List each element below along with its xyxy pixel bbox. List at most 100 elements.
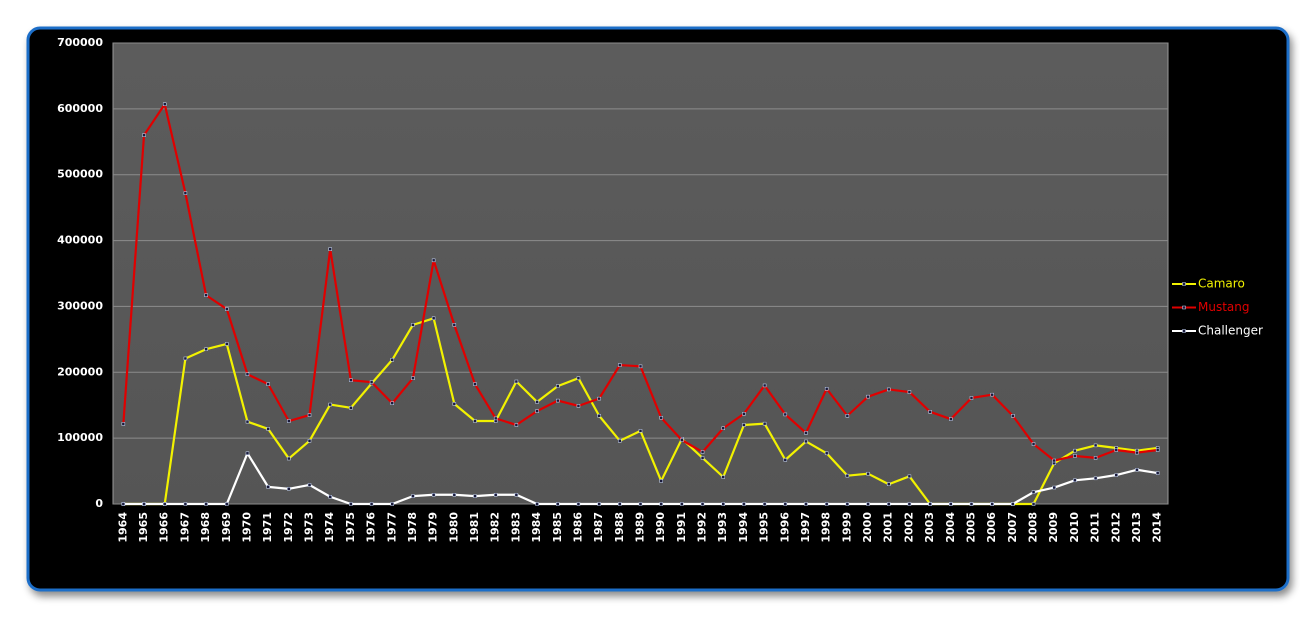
point-marker [1073, 454, 1077, 458]
point-marker [1114, 448, 1119, 452]
point-marker [949, 502, 953, 506]
point-marker [659, 502, 663, 506]
point-marker [349, 406, 353, 410]
y-tick-label: 100000 [57, 431, 103, 444]
point-marker [659, 479, 663, 483]
point-marker [162, 102, 167, 106]
point-marker [618, 439, 622, 443]
point-marker [183, 191, 188, 195]
x-tick-label: 2006 [985, 512, 998, 543]
point-marker [928, 410, 932, 414]
point-marker [287, 419, 291, 423]
point-marker [1052, 485, 1056, 490]
point-marker [638, 429, 643, 433]
point-marker [576, 502, 581, 506]
point-marker [245, 419, 250, 424]
x-tick-label: 2007 [1006, 512, 1019, 543]
point-marker [700, 450, 705, 454]
x-tick-label: 1979 [427, 512, 440, 543]
x-tick-label: 2013 [1130, 512, 1143, 543]
x-tick-label: 2005 [964, 512, 977, 543]
point-marker [907, 474, 912, 479]
x-tick-label: 1999 [840, 512, 853, 543]
point-marker [783, 458, 788, 462]
point-marker [1155, 471, 1160, 475]
point-marker [225, 502, 229, 506]
point-marker [824, 451, 829, 456]
point-marker [452, 323, 457, 327]
point-marker [659, 415, 663, 420]
point-marker [431, 258, 436, 263]
point-marker [824, 387, 829, 391]
x-tick-label: 1974 [323, 512, 336, 543]
point-marker [473, 382, 477, 386]
plot-area [112, 42, 1169, 505]
point-marker [742, 502, 746, 506]
point-marker [1093, 456, 1098, 460]
point-marker [556, 502, 560, 506]
point-marker [183, 356, 188, 361]
point-marker [1052, 458, 1056, 463]
point-marker [121, 502, 126, 506]
point-marker [204, 502, 208, 506]
x-tick-label: 2002 [902, 512, 915, 543]
x-tick-label: 2001 [882, 512, 895, 543]
point-marker [245, 451, 250, 456]
x-tick-label: 1973 [303, 512, 316, 543]
point-marker [349, 378, 353, 382]
point-marker [576, 404, 581, 408]
point-marker [638, 502, 643, 506]
point-marker [1093, 443, 1098, 448]
y-tick-label: 500000 [57, 168, 103, 181]
point-marker [1031, 490, 1036, 494]
point-marker [866, 502, 870, 506]
point-marker [390, 502, 395, 506]
x-tick-label: 1968 [199, 512, 212, 543]
point-marker [142, 133, 146, 137]
x-tick-label: 1986 [571, 512, 584, 543]
x-tick-label: 2010 [1068, 512, 1081, 543]
x-tick-label: 1970 [240, 512, 253, 543]
point-marker [473, 494, 477, 498]
x-tick-label: 1987 [592, 512, 605, 543]
point-marker [369, 502, 374, 506]
x-tick-label: 1976 [365, 512, 378, 543]
x-tick-label: 1989 [634, 512, 647, 543]
x-tick-label: 1998 [820, 512, 833, 543]
point-marker [1135, 450, 1139, 455]
point-marker [907, 502, 912, 506]
point-marker [597, 502, 601, 506]
x-tick-label: 2000 [861, 512, 874, 543]
x-tick-label: 1964 [116, 512, 129, 543]
point-marker [556, 398, 560, 403]
x-tick-label: 1984 [530, 512, 543, 543]
point-marker [680, 438, 684, 442]
point-marker [535, 502, 539, 506]
point-marker [845, 473, 850, 478]
point-marker [990, 392, 994, 397]
x-tick-label: 1969 [220, 512, 233, 543]
x-tick-label: 1982 [489, 512, 502, 543]
legend-label: Challenger [1198, 324, 1263, 338]
x-tick-label: 1977 [385, 512, 398, 543]
point-marker [804, 502, 808, 506]
x-tick-label: 1981 [468, 512, 481, 543]
x-tick-label: 1991 [675, 512, 688, 543]
point-marker [411, 494, 415, 498]
point-marker [804, 431, 808, 435]
x-tick-label: 1992 [696, 512, 709, 543]
point-marker [1135, 468, 1139, 472]
point-marker [886, 387, 891, 392]
point-marker [328, 495, 332, 499]
x-tick-label: 1972 [282, 512, 295, 543]
y-tick-label: 300000 [57, 299, 103, 312]
point-marker [618, 502, 622, 506]
point-marker [183, 502, 188, 506]
x-tick-label: 1993 [716, 512, 729, 543]
point-marker [493, 493, 498, 497]
point-marker [597, 414, 601, 418]
legend-label: Camaro [1198, 277, 1245, 291]
point-marker [783, 412, 788, 417]
